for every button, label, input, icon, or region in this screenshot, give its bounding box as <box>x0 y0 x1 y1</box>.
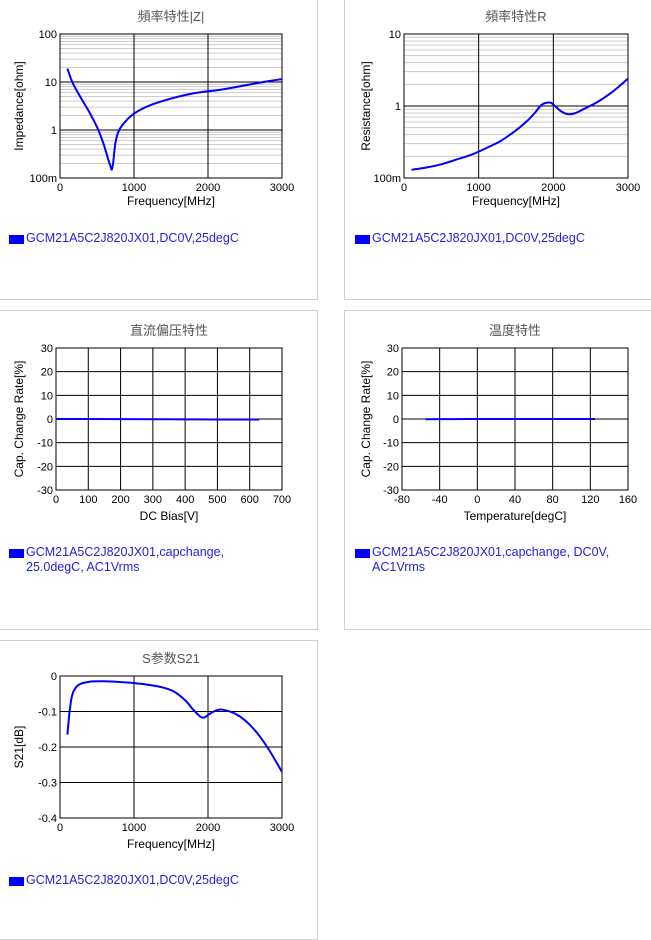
temperature-x-tick-label: 40 <box>509 494 521 506</box>
impedance-chart-title: 頻率特性|Z| <box>138 9 205 24</box>
temperature-x-tick-label: 120 <box>581 494 599 506</box>
impedance-x-tick-label: 0 <box>57 182 63 194</box>
dc-bias-x-tick-label: 600 <box>241 494 259 506</box>
legend-swatch-resistance <box>355 235 370 244</box>
legend-dc-bias: GCM21A5C2J820JX01,capchange, 25.0degC, A… <box>9 545 224 575</box>
s21-x-tick-label: 1000 <box>122 822 146 834</box>
dc-bias-y-tick-label: -30 <box>37 485 53 497</box>
impedance-x-tick-label: 2000 <box>196 182 220 194</box>
resistance-x-tick-label: 0 <box>401 182 407 194</box>
dc-bias-x-tick-label: 300 <box>144 494 162 506</box>
impedance-y-tick-label: 100 <box>39 29 57 41</box>
s21-y-tick-label: -0.3 <box>38 778 57 790</box>
legend-text-s21: GCM21A5C2J820JX01,DC0V,25degC <box>26 873 239 888</box>
temperature-y-tick-label: -30 <box>383 485 399 497</box>
legend-swatch-impedance <box>9 235 24 244</box>
dc-bias-y-tick-label: 30 <box>41 343 53 355</box>
s21-chart-title: S参数S21 <box>142 651 200 666</box>
resistance-x-tick-label: 3000 <box>616 182 640 194</box>
s21-series-line <box>67 681 282 772</box>
legend-text-impedance: GCM21A5C2J820JX01,DC0V,25degC <box>26 231 239 246</box>
legend-text-temperature: GCM21A5C2J820JX01,capchange, DC0V, AC1Vr… <box>372 545 609 575</box>
legend-impedance: GCM21A5C2J820JX01,DC0V,25degC <box>9 231 239 246</box>
legend-s21: GCM21A5C2J820JX01,DC0V,25degC <box>9 873 239 888</box>
s21-x-tick-label: 0 <box>57 822 63 834</box>
resistance-x-axis-label: Frequency[MHz] <box>472 194 560 208</box>
resistance-y-axis-label: Resistance[ohm] <box>359 61 373 150</box>
legend-text-resistance: GCM21A5C2J820JX01,DC0V,25degC <box>372 231 585 246</box>
legend-swatch-s21 <box>9 877 24 886</box>
legend-swatch-temperature <box>355 549 370 558</box>
dc-bias-series-line <box>56 419 259 420</box>
temperature-y-axis-label: Cap. Change Rate[%] <box>359 361 373 478</box>
dc-bias-x-axis-label: DC Bias[V] <box>140 509 199 523</box>
dc-bias-y-tick-label: -20 <box>37 461 53 473</box>
resistance-x-tick-label: 2000 <box>541 182 565 194</box>
temperature-x-tick-label: 0 <box>474 494 480 506</box>
s21-x-tick-label: 2000 <box>196 822 220 834</box>
s21-x-axis-label: Frequency[MHz] <box>127 837 215 851</box>
temperature-y-tick-label: -10 <box>383 438 399 450</box>
impedance-plot-frame <box>60 34 282 178</box>
s21-x-tick-label: 3000 <box>270 822 294 834</box>
s21-y-tick-label: -0.1 <box>38 707 57 719</box>
dc-bias-y-tick-label: 0 <box>47 414 53 426</box>
impedance-x-axis-label: Frequency[MHz] <box>127 194 215 208</box>
s21-y-axis-label: S21[dB] <box>12 726 26 769</box>
s21-y-tick-label: -0.2 <box>38 742 57 754</box>
dc-bias-x-tick-label: 400 <box>176 494 194 506</box>
dc-bias-x-tick-label: 700 <box>273 494 291 506</box>
dc-bias-chart-title: 直流偏压特性 <box>130 323 208 338</box>
s21-y-tick-label: -0.4 <box>38 813 57 825</box>
dc-bias-x-tick-label: 0 <box>53 494 59 506</box>
temperature-x-tick-label: 80 <box>547 494 559 506</box>
impedance-y-tick-label: 100m <box>29 173 57 185</box>
impedance-y-tick-label: 10 <box>45 77 57 89</box>
dc-bias-x-tick-label: 500 <box>208 494 226 506</box>
resistance-y-tick-label: 10 <box>389 29 401 41</box>
temperature-y-tick-label: 10 <box>387 390 399 402</box>
dc-bias-x-tick-label: 100 <box>79 494 97 506</box>
resistance-y-tick-label: 1 <box>395 101 401 113</box>
dc-bias-x-tick-label: 200 <box>111 494 129 506</box>
legend-swatch-dc-bias <box>9 549 24 558</box>
legend-text-dc-bias: GCM21A5C2J820JX01,capchange, 25.0degC, A… <box>26 545 224 575</box>
temperature-y-tick-label: 20 <box>387 367 399 379</box>
legend-resistance: GCM21A5C2J820JX01,DC0V,25degC <box>355 231 585 246</box>
resistance-y-tick-label: 100m <box>373 173 401 185</box>
dc-bias-y-tick-label: 10 <box>41 390 53 402</box>
dc-bias-y-tick-label: -10 <box>37 438 53 450</box>
temperature-x-axis-label: Temperature[degC] <box>464 509 567 523</box>
s21-y-tick-label: 0 <box>51 671 57 683</box>
resistance-chart-title: 頻率特性R <box>485 9 546 24</box>
dc-bias-y-tick-label: 20 <box>41 367 53 379</box>
impedance-y-axis-label: Impedance[ohm] <box>12 61 26 150</box>
temperature-x-tick-label: 160 <box>619 494 637 506</box>
dc-bias-y-axis-label: Cap. Change Rate[%] <box>12 361 26 478</box>
legend-temperature: GCM21A5C2J820JX01,capchange, DC0V, AC1Vr… <box>355 545 609 575</box>
impedance-x-tick-label: 1000 <box>122 182 146 194</box>
temperature-y-tick-label: -20 <box>383 461 399 473</box>
temperature-y-tick-label: 30 <box>387 343 399 355</box>
temperature-y-tick-label: 0 <box>393 414 399 426</box>
impedance-y-tick-label: 1 <box>51 125 57 137</box>
impedance-x-tick-label: 3000 <box>270 182 294 194</box>
temperature-x-tick-label: -40 <box>432 494 448 506</box>
temperature-chart-title: 温度特性 <box>489 323 541 338</box>
resistance-x-tick-label: 1000 <box>466 182 490 194</box>
